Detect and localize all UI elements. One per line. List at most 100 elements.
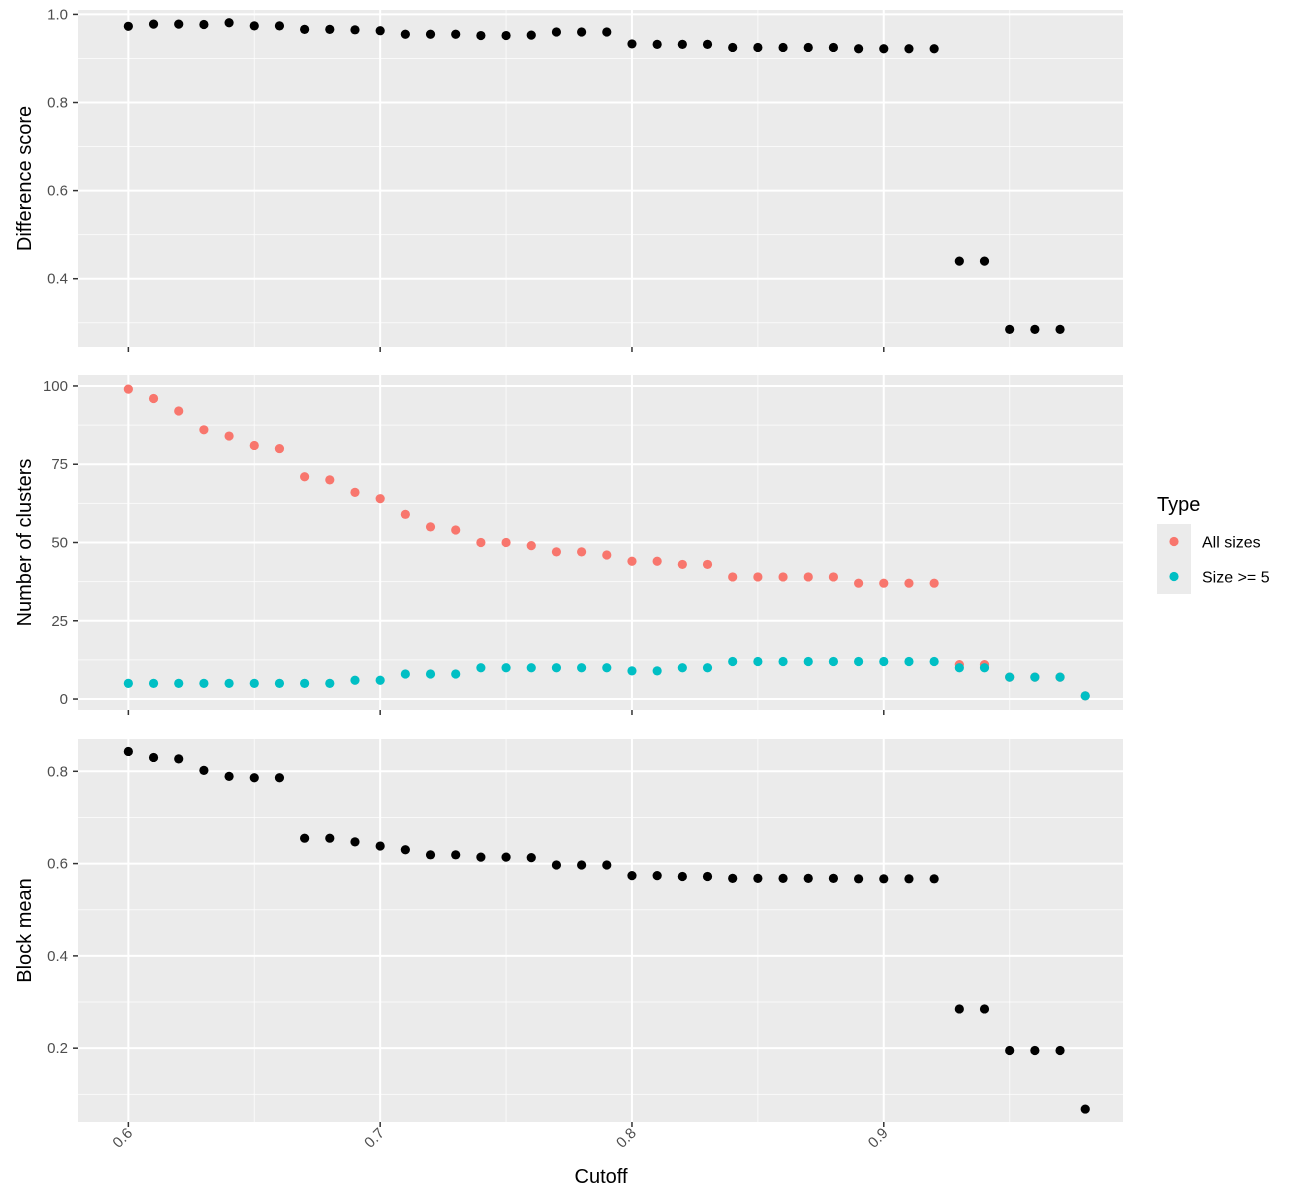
data-point <box>1055 672 1065 682</box>
data-point <box>174 678 184 688</box>
data-point <box>627 39 637 49</box>
data-point <box>325 24 335 34</box>
y-axis-title: Block mean <box>14 878 36 983</box>
data-point <box>249 773 259 783</box>
data-point <box>526 852 536 863</box>
data-point <box>979 1004 990 1014</box>
data-point <box>551 547 562 557</box>
data-point <box>702 663 713 673</box>
data-point <box>1030 324 1040 334</box>
data-point <box>325 833 335 843</box>
data-point <box>526 541 536 551</box>
data-point <box>249 21 259 31</box>
y-tick-label: 0.4 <box>47 271 68 288</box>
x-tick-label: 0.8 <box>613 1125 640 1152</box>
data-point <box>904 44 914 54</box>
data-point <box>148 752 159 763</box>
data-point <box>350 25 360 35</box>
data-point <box>300 678 310 688</box>
data-point <box>224 431 234 441</box>
data-point <box>249 678 259 688</box>
data-point <box>954 663 964 673</box>
data-point <box>425 522 436 532</box>
data-point <box>728 873 738 883</box>
data-point <box>325 678 335 688</box>
data-point <box>174 19 184 29</box>
data-point <box>274 773 285 783</box>
data-point <box>375 675 385 685</box>
data-point <box>577 663 587 673</box>
data-point <box>803 572 813 582</box>
data-point <box>728 656 738 667</box>
data-point <box>702 871 713 882</box>
legend-entry: All sizes <box>1157 524 1261 559</box>
data-point <box>476 663 486 673</box>
data-point <box>652 666 662 676</box>
data-point <box>476 30 486 41</box>
data-point <box>425 669 436 679</box>
data-point <box>577 860 587 870</box>
data-point <box>501 537 511 548</box>
data-point <box>1005 1045 1015 1056</box>
data-point <box>627 556 637 566</box>
data-point <box>501 852 511 862</box>
y-tick-label: 0.6 <box>47 856 68 873</box>
data-point <box>954 1004 964 1014</box>
data-point <box>199 765 209 775</box>
data-point <box>954 256 964 266</box>
y-axis-title: Difference score <box>14 106 36 251</box>
legend-key-marker <box>1169 536 1179 547</box>
data-point <box>400 669 410 679</box>
data-point <box>854 656 864 667</box>
x-axis-title: Cutoff <box>575 1166 628 1188</box>
data-point <box>350 837 360 847</box>
data-point <box>526 30 536 40</box>
data-point <box>702 39 713 49</box>
data-point <box>123 678 133 688</box>
legend-key-marker <box>1169 571 1179 582</box>
series-1 <box>123 746 1090 1114</box>
panel-1: 0.4 0.6 0.8 1.0 Difference score <box>14 6 1123 352</box>
data-point <box>627 870 637 881</box>
data-point <box>551 860 562 870</box>
data-point <box>123 384 133 394</box>
y-tick-label: 0.8 <box>47 763 68 780</box>
data-point <box>879 44 889 54</box>
x-tick-label: 0.7 <box>361 1125 388 1152</box>
data-point <box>400 509 410 519</box>
data-point <box>526 663 536 673</box>
y-tick-label: 75 <box>51 456 68 473</box>
data-point <box>350 487 360 498</box>
x-tick-label: 0.9 <box>865 1125 892 1152</box>
data-point <box>501 30 511 41</box>
data-point <box>1080 691 1090 701</box>
data-point <box>451 525 461 535</box>
data-point <box>375 494 385 504</box>
data-point <box>123 746 133 757</box>
data-point <box>551 27 562 37</box>
data-point <box>753 656 763 667</box>
data-point <box>929 578 939 588</box>
legend: Type All sizes Size >= 5 <box>1157 494 1270 594</box>
data-point <box>375 841 385 851</box>
data-point <box>199 425 209 435</box>
data-point <box>602 550 612 560</box>
data-point <box>778 42 788 53</box>
data-point <box>174 406 184 416</box>
data-point <box>677 39 687 49</box>
y-tick-label: 0.4 <box>47 948 68 965</box>
data-point <box>551 663 562 673</box>
data-point <box>148 393 159 404</box>
y-tick-label: 0 <box>60 691 68 708</box>
legend-title: Type <box>1157 494 1200 516</box>
y-tick-label: 0.6 <box>47 183 68 200</box>
legend-label: Size >= 5 <box>1202 570 1270 587</box>
x-tick-label: 0.6 <box>109 1125 136 1152</box>
data-point <box>904 874 914 884</box>
panel-2: 0 25 50 75 100 Number of clusters <box>14 375 1123 715</box>
data-point <box>501 663 511 673</box>
data-point <box>451 850 461 860</box>
data-point <box>476 537 486 548</box>
data-point <box>879 656 889 667</box>
